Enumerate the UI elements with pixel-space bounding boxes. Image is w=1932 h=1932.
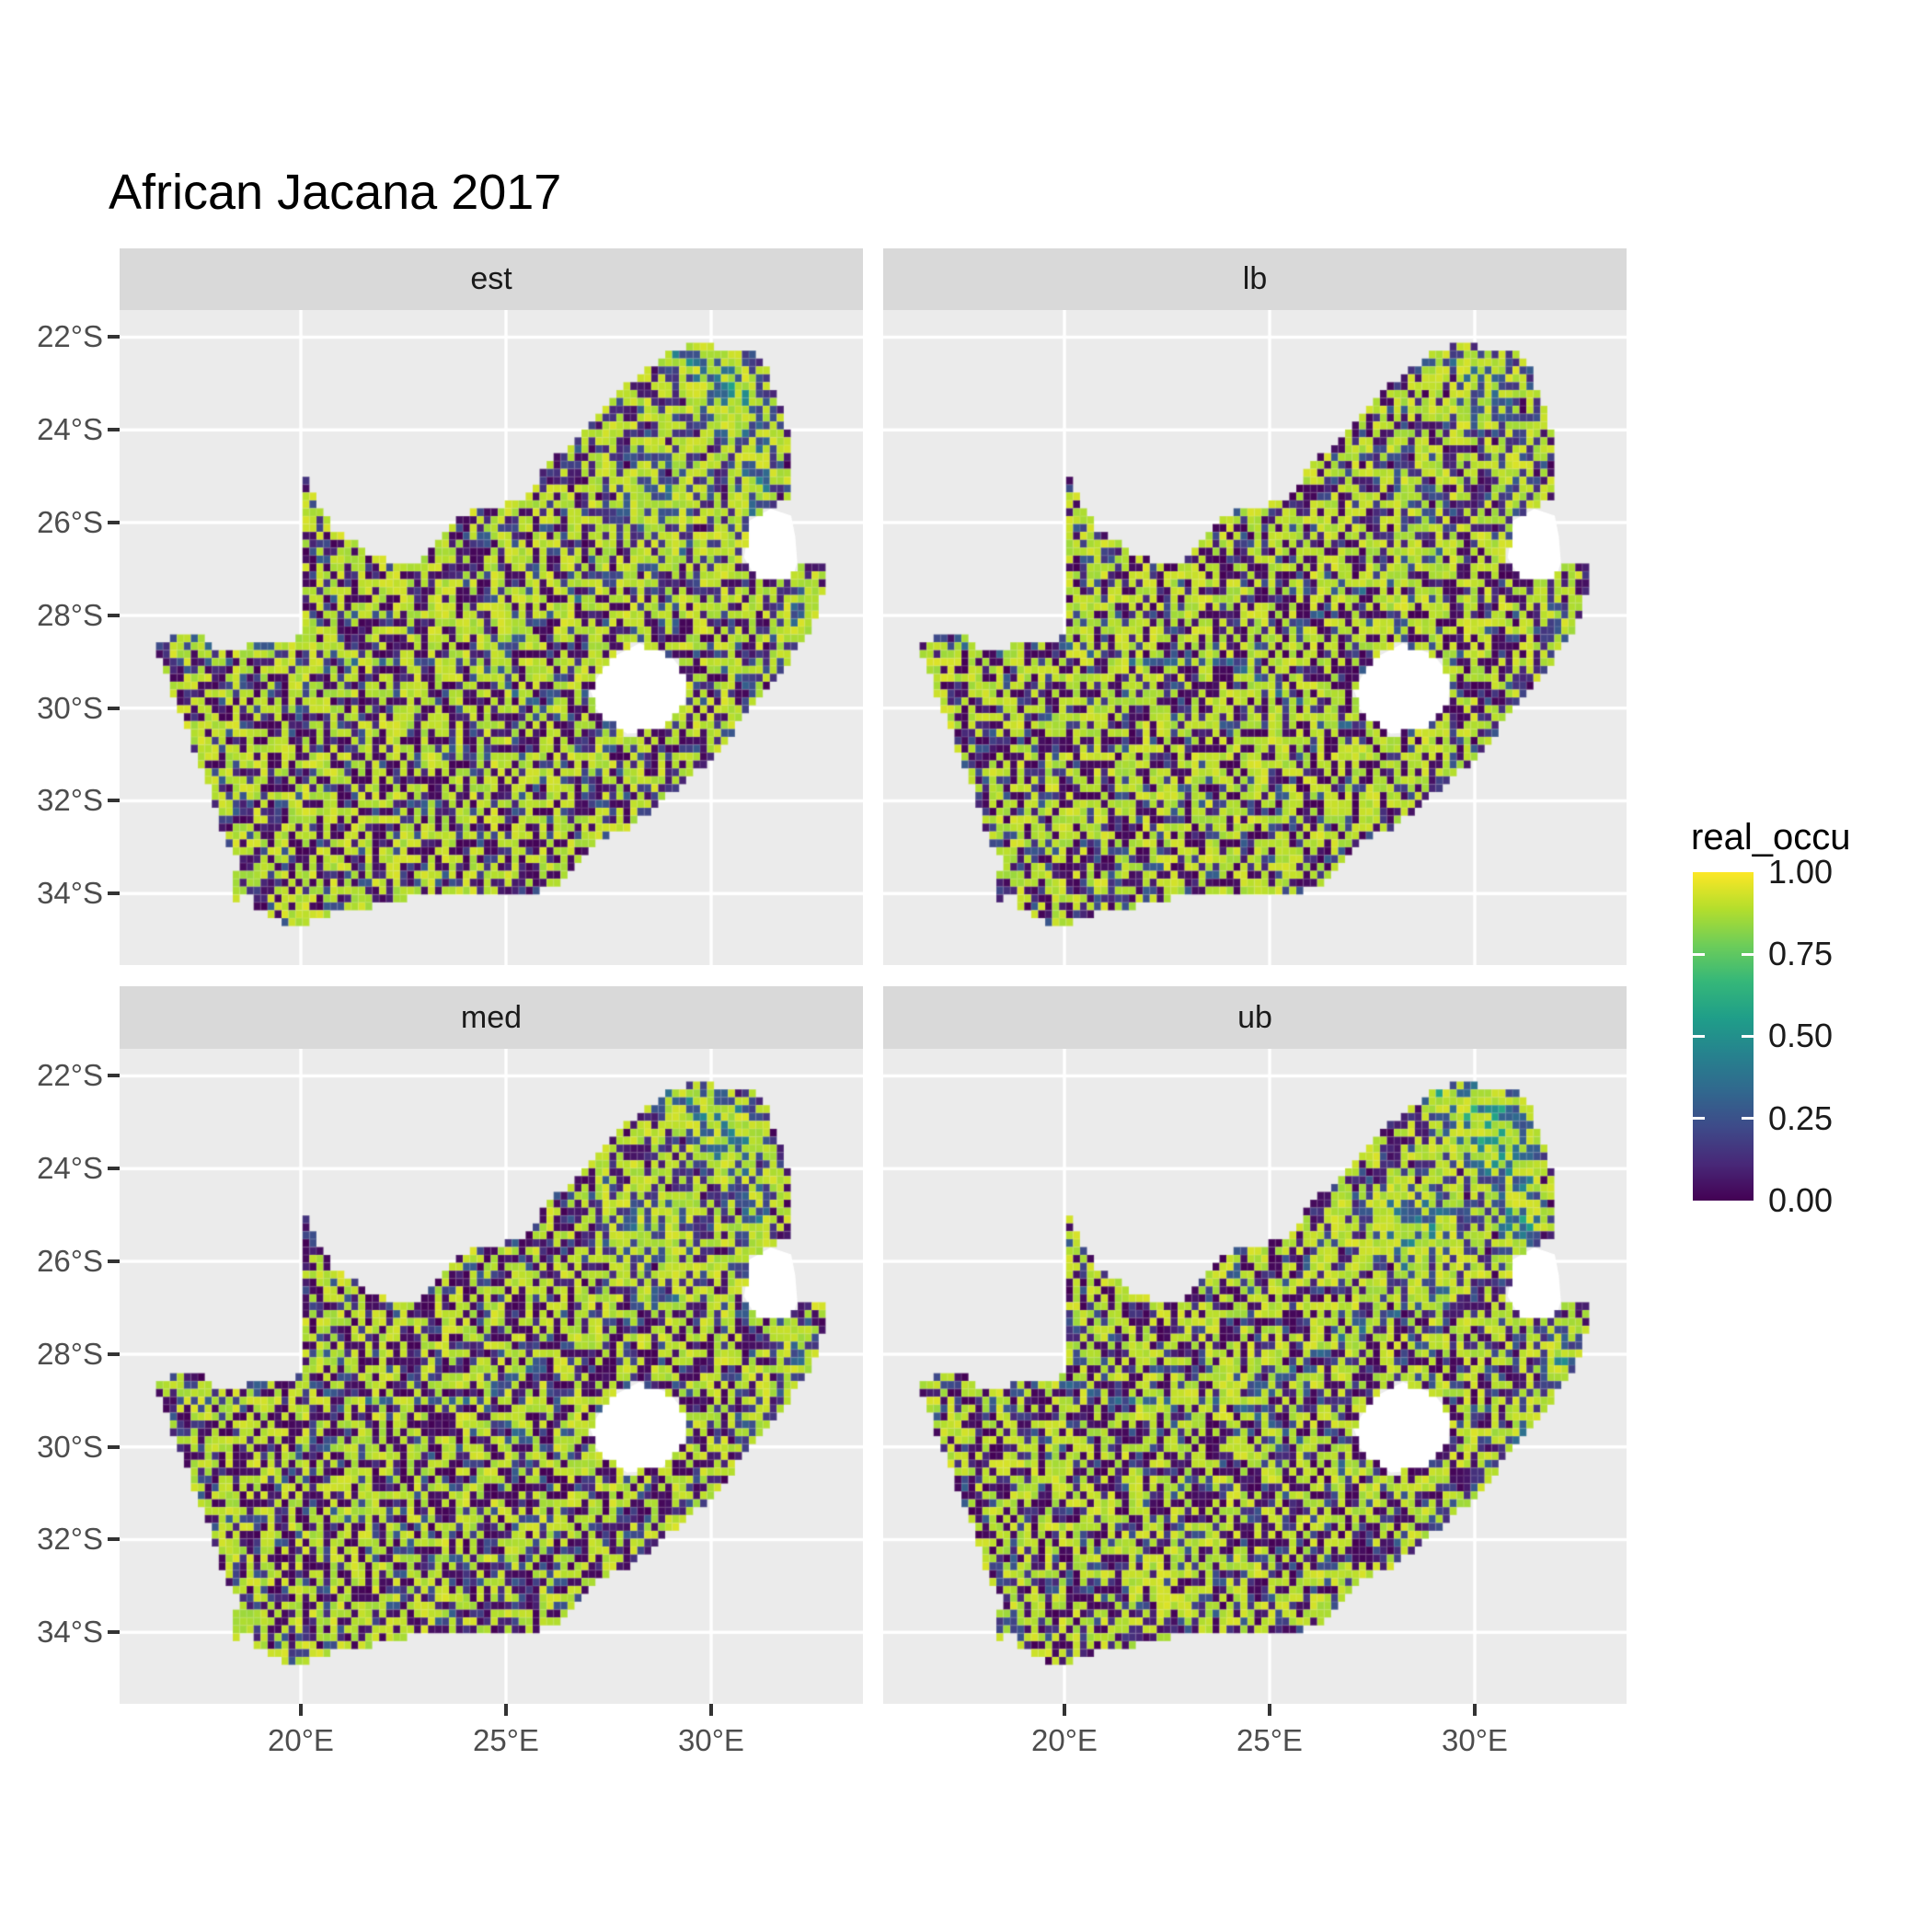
y-axis-label: 32°S xyxy=(37,783,103,817)
y-axis-label: 26°S xyxy=(37,1244,103,1278)
x-axis-tick xyxy=(299,1704,303,1716)
x-axis-tick xyxy=(1473,1704,1477,1716)
x-axis-tick xyxy=(1268,1704,1271,1716)
y-axis-tick xyxy=(108,1445,120,1449)
x-axis-tick xyxy=(709,1704,713,1716)
y-axis-tick xyxy=(108,1074,120,1077)
facet-strip-label: med xyxy=(460,999,523,1035)
y-axis-label: 32°S xyxy=(37,1522,103,1556)
legend-label: 1.00 xyxy=(1768,853,1834,891)
y-axis-tick xyxy=(108,614,120,617)
facet-strip-lb: lb xyxy=(883,248,1627,310)
plot-title: African Jacana 2017 xyxy=(109,165,562,220)
legend-tick xyxy=(1742,953,1754,956)
y-axis-tick xyxy=(108,1630,120,1634)
facet-map-lb xyxy=(883,310,1627,965)
legend-label: 0.25 xyxy=(1768,1099,1834,1137)
y-axis-label: 34°S xyxy=(37,876,103,910)
y-axis-label: 34°S xyxy=(37,1615,103,1649)
x-axis-tick xyxy=(1063,1704,1066,1716)
legend-label: 0.75 xyxy=(1768,935,1834,972)
y-axis-label: 26°S xyxy=(37,505,103,539)
facet-strip-med: med xyxy=(120,986,863,1049)
x-axis-label: 25°E xyxy=(473,1723,539,1757)
y-axis-tick xyxy=(108,707,120,710)
y-axis-label: 28°S xyxy=(37,598,103,632)
y-axis-label: 30°S xyxy=(37,691,103,725)
y-axis-tick xyxy=(108,335,120,339)
y-axis-label: 24°S xyxy=(37,412,103,446)
y-axis-label: 24°S xyxy=(37,1151,103,1185)
facet-strip-label: est xyxy=(470,261,512,296)
y-axis-tick xyxy=(108,1259,120,1263)
y-axis-tick xyxy=(108,1537,120,1541)
x-axis-label: 30°E xyxy=(678,1723,744,1757)
y-axis-label: 28°S xyxy=(37,1337,103,1371)
y-axis-tick xyxy=(108,891,120,895)
legend-label: 0.00 xyxy=(1768,1181,1834,1219)
legend-title: real_occu xyxy=(1691,817,1851,857)
y-axis-label: 30°S xyxy=(37,1430,103,1464)
facet-map-est xyxy=(120,310,863,965)
x-axis-label: 25°E xyxy=(1236,1723,1303,1757)
y-axis-label: 22°S xyxy=(37,319,103,353)
facet-strip-label: lb xyxy=(1242,261,1268,296)
y-axis-tick xyxy=(108,521,120,524)
legend-tick xyxy=(1693,1035,1705,1038)
facet-map-med xyxy=(120,1049,863,1704)
facet-strip-label: ub xyxy=(1237,999,1272,1035)
legend-tick xyxy=(1693,953,1705,956)
x-axis-label: 30°E xyxy=(1442,1723,1508,1757)
x-axis-tick xyxy=(504,1704,508,1716)
y-axis-tick xyxy=(108,428,120,431)
legend-tick xyxy=(1742,1035,1754,1038)
x-axis-label: 20°E xyxy=(268,1723,334,1757)
facet-strip-ub: ub xyxy=(883,986,1627,1049)
legend-tick xyxy=(1742,1117,1754,1120)
y-axis-tick xyxy=(108,799,120,802)
facet-strip-est: est xyxy=(120,248,863,310)
legend-tick xyxy=(1693,1117,1705,1120)
facet-map-ub xyxy=(883,1049,1627,1704)
y-axis-tick xyxy=(108,1167,120,1170)
x-axis-label: 20°E xyxy=(1031,1723,1098,1757)
legend-label: 0.50 xyxy=(1768,1017,1834,1054)
y-axis-label: 22°S xyxy=(37,1058,103,1092)
y-axis-tick xyxy=(108,1352,120,1356)
